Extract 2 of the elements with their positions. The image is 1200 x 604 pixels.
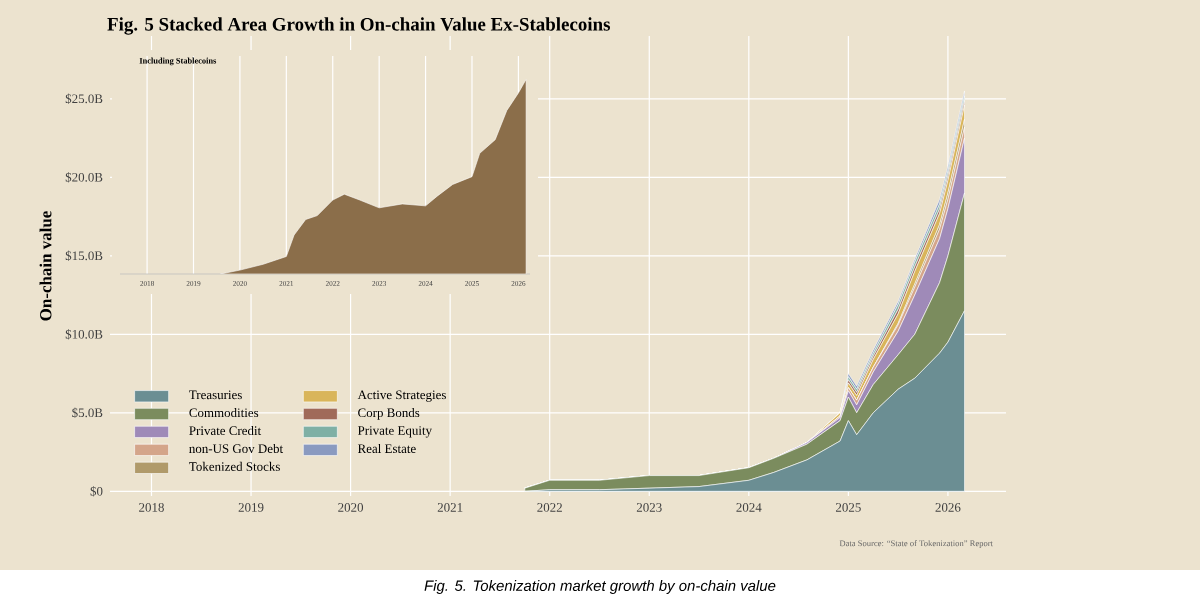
chart-title: Fig. 5 Stacked Area Growth in On-chain Value Ex-Stablecoins — [107, 17, 611, 35]
y-axis-title: On-chain value — [39, 211, 52, 321]
